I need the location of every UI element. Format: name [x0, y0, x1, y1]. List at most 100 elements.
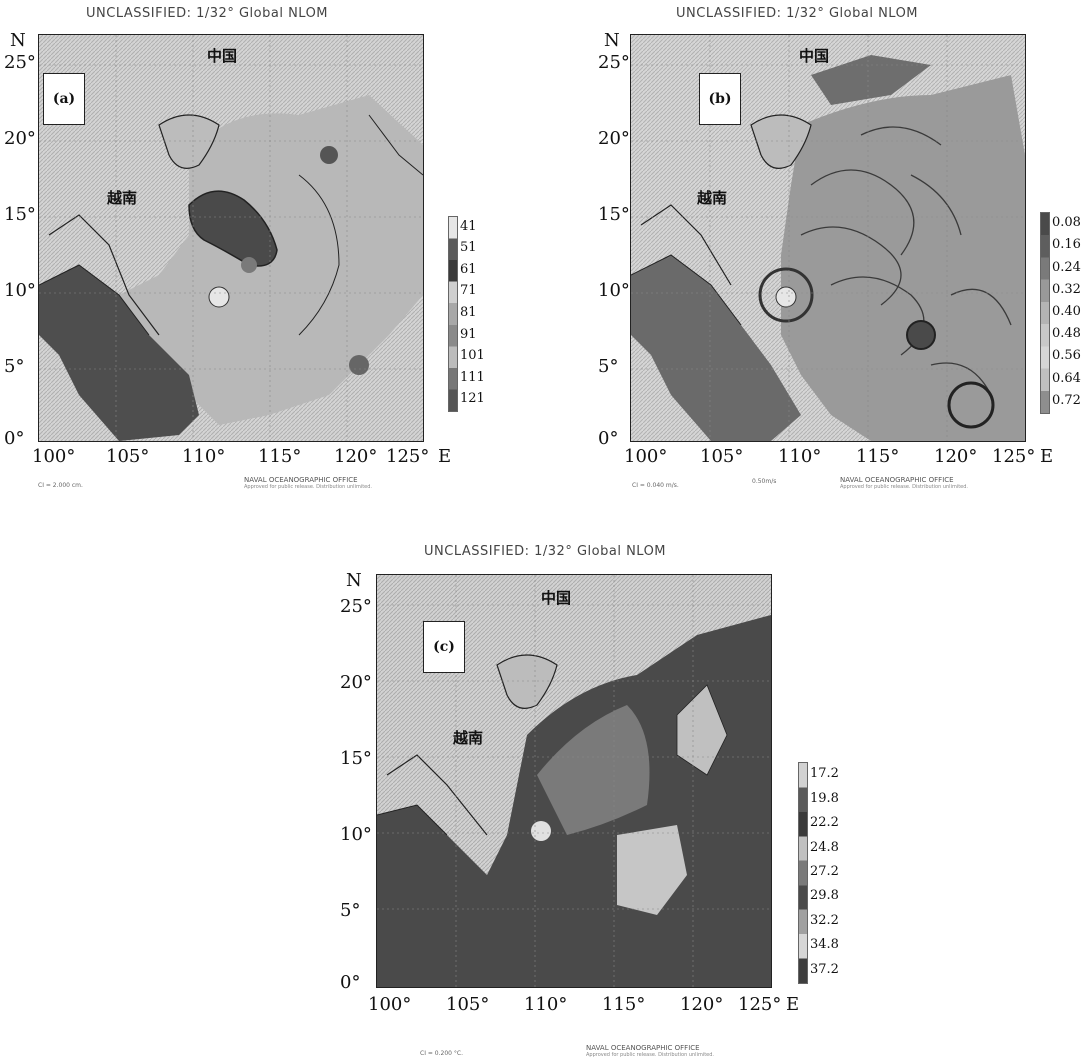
- lon-tick: 105°: [106, 446, 150, 467]
- colorbar-tick-label: 32.2: [810, 912, 839, 928]
- lat-tick: 25°: [4, 52, 36, 73]
- office-note: Approved for public release. Distributio…: [586, 1052, 715, 1058]
- panel-tag: (a): [43, 73, 85, 125]
- panel-tag: (c): [423, 621, 465, 673]
- colorbar-tick-label: 0.16: [1052, 237, 1081, 253]
- lon-tick: 100°: [624, 446, 668, 467]
- colorbar-tick-label: 111: [460, 369, 485, 385]
- colorbar: [1040, 212, 1050, 414]
- colorbar-tick-label: 41: [460, 218, 477, 234]
- place-label-china: 中国: [799, 47, 830, 65]
- lon-tick: 115°: [602, 994, 646, 1015]
- colorbar-tick-label: 0.64: [1052, 370, 1081, 386]
- office-credit: NAVAL OCEANOGRAPHIC OFFICE Approved for …: [840, 476, 968, 490]
- lon-axis-label: E: [438, 446, 452, 467]
- lon-axis-label: E: [1040, 446, 1054, 467]
- lon-tick: 125°: [386, 446, 430, 467]
- lon-tick: 105°: [700, 446, 744, 467]
- office-note: Approved for public release. Distributio…: [840, 484, 969, 490]
- lat-axis-label: N: [346, 570, 362, 591]
- lon-tick: 125°: [738, 994, 782, 1015]
- lat-tick: 20°: [598, 128, 630, 149]
- colorbar-tick-label: 37.2: [810, 961, 839, 977]
- colorbar-tick-label: 0.24: [1052, 259, 1081, 275]
- colorbar-tick-label: 34.8: [810, 937, 839, 953]
- office-note: Approved for public release. Distributio…: [244, 484, 373, 490]
- colorbar: [448, 216, 458, 412]
- lat-tick: 20°: [340, 672, 372, 693]
- colorbar-tick-label: 17.2: [810, 766, 839, 782]
- place-label-vietnam: 越南: [453, 729, 484, 747]
- contour-interval: CI = 2.000 cm.: [38, 482, 83, 489]
- panel-tag: (b): [699, 73, 741, 125]
- colorbar-tick-label: 71: [460, 283, 477, 299]
- contour-interval: CI = 0.040 m/s.: [632, 482, 679, 489]
- lon-tick: 100°: [32, 446, 76, 467]
- colorbar-tick-label: 0.08: [1052, 215, 1081, 231]
- panel-title: UNCLASSIFIED: 1/32° Global NLOM: [424, 544, 667, 559]
- map-area: (a) 中国 越南: [38, 34, 424, 442]
- lon-tick: 110°: [778, 446, 822, 467]
- lat-tick: 25°: [340, 596, 372, 617]
- map-area: (c) 中国 越南: [376, 574, 772, 988]
- lon-tick: 110°: [524, 994, 568, 1015]
- lat-tick: 25°: [598, 52, 630, 73]
- colorbar-tick-label: 81: [460, 305, 477, 320]
- lon-axis-label: E: [786, 994, 800, 1015]
- lon-tick: 110°: [182, 446, 226, 467]
- lat-axis-label: N: [604, 30, 620, 51]
- panel-title: UNCLASSIFIED: 1/32° Global NLOM: [676, 6, 919, 21]
- lon-tick: 115°: [856, 446, 900, 467]
- place-label-china: 中国: [541, 589, 572, 607]
- colorbar-tick-label: 0.32: [1052, 281, 1081, 297]
- lat-tick: 5°: [598, 356, 619, 377]
- lat-tick: 5°: [340, 900, 361, 921]
- lat-tick: 10°: [598, 280, 630, 301]
- velocity-scale: 0.50m/s: [752, 478, 777, 485]
- lon-tick: 125°: [992, 446, 1036, 467]
- office-name: NAVAL OCEANOGRAPHIC OFFICE: [840, 476, 954, 484]
- colorbar-tick-label: 0.48: [1052, 326, 1081, 342]
- colorbar-tick-label: 0.56: [1052, 348, 1081, 364]
- colorbar-tick-label: 0.72: [1052, 392, 1081, 408]
- colorbar-tick-label: 24.8: [810, 839, 839, 855]
- lat-tick: 15°: [340, 748, 372, 769]
- lon-tick: 100°: [368, 994, 412, 1015]
- lon-tick: 120°: [934, 446, 978, 467]
- colorbar-tick-label: 91: [460, 326, 477, 342]
- lon-tick: 115°: [258, 446, 302, 467]
- office-name: NAVAL OCEANOGRAPHIC OFFICE: [586, 1044, 700, 1052]
- contour-interval: CI = 0.200 °C.: [420, 1050, 463, 1057]
- place-label-vietnam: 越南: [107, 189, 138, 207]
- colorbar-tick-label: 0.40: [1052, 304, 1081, 319]
- panel-title: UNCLASSIFIED: 1/32° Global NLOM: [86, 6, 329, 21]
- colorbar-tick-label: 19.8: [810, 790, 839, 806]
- lat-tick: 0°: [4, 428, 25, 449]
- colorbar: [798, 762, 808, 984]
- lat-tick: 15°: [598, 204, 630, 225]
- lat-tick: 15°: [4, 204, 36, 225]
- colorbar-tick-label: 27.2: [810, 864, 839, 879]
- lat-tick: 20°: [4, 128, 36, 149]
- lon-tick: 120°: [334, 446, 378, 467]
- office-credit: NAVAL OCEANOGRAPHIC OFFICE Approved for …: [586, 1044, 714, 1058]
- place-label-china: 中国: [207, 47, 238, 65]
- map-area: (b) 中国 越南: [630, 34, 1026, 442]
- colorbar-tick-label: 51: [460, 240, 477, 256]
- lat-tick: 0°: [598, 428, 619, 449]
- colorbar-tick-label: 121: [460, 391, 485, 407]
- lat-tick: 0°: [340, 972, 361, 993]
- place-label-vietnam: 越南: [697, 189, 728, 207]
- office-credit: NAVAL OCEANOGRAPHIC OFFICE Approved for …: [244, 476, 372, 490]
- lat-tick: 10°: [4, 280, 36, 301]
- colorbar-tick-label: 101: [460, 348, 485, 364]
- lat-tick: 10°: [340, 824, 372, 845]
- lat-axis-label: N: [10, 30, 26, 51]
- colorbar-tick-label: 61: [460, 261, 477, 277]
- colorbar-tick-label: 29.8: [810, 888, 839, 904]
- colorbar-tick-label: 22.2: [810, 815, 839, 831]
- office-name: NAVAL OCEANOGRAPHIC OFFICE: [244, 476, 358, 484]
- lon-tick: 120°: [680, 994, 724, 1015]
- lon-tick: 105°: [446, 994, 490, 1015]
- lat-tick: 5°: [4, 356, 25, 377]
